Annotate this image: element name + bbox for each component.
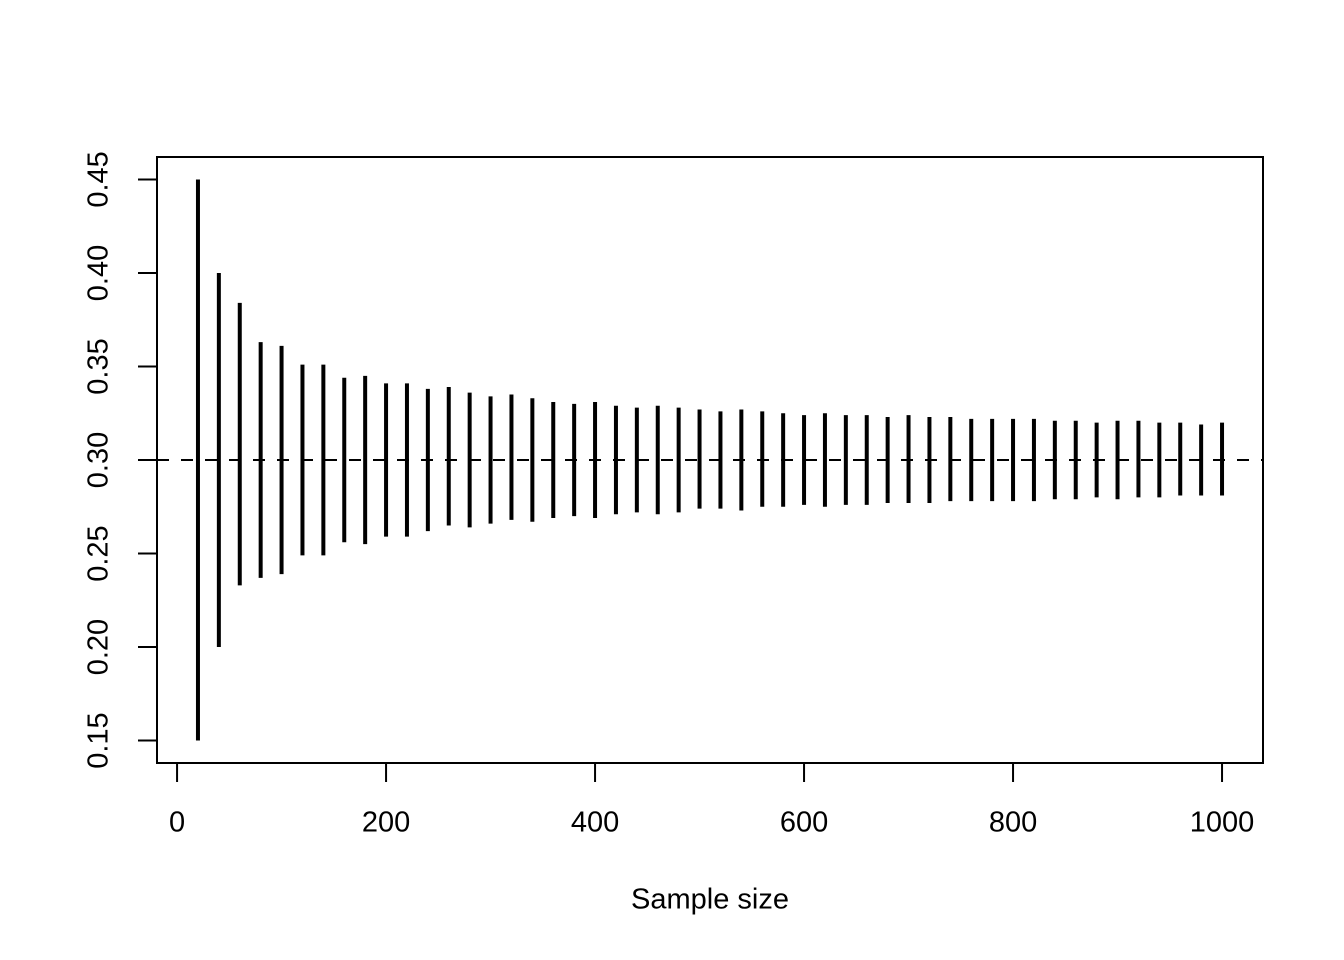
x-axis-label: Sample size bbox=[631, 884, 789, 916]
y-tick-label: 0.20 bbox=[83, 619, 115, 675]
y-tick-label: 0.35 bbox=[83, 338, 115, 394]
x-tick-label: 800 bbox=[989, 807, 1037, 839]
x-tick-label: 200 bbox=[362, 807, 410, 839]
x-tick-label: 400 bbox=[571, 807, 619, 839]
x-tick-label: 1000 bbox=[1190, 807, 1255, 839]
y-tick-label: 0.25 bbox=[83, 525, 115, 581]
y-tick-label: 0.40 bbox=[83, 245, 115, 301]
y-tick-label: 0.45 bbox=[83, 151, 115, 207]
y-tick-label: 0.30 bbox=[83, 432, 115, 488]
x-tick-label: 0 bbox=[169, 807, 185, 839]
y-tick-label: 0.15 bbox=[83, 712, 115, 768]
x-tick-label: 600 bbox=[780, 807, 828, 839]
